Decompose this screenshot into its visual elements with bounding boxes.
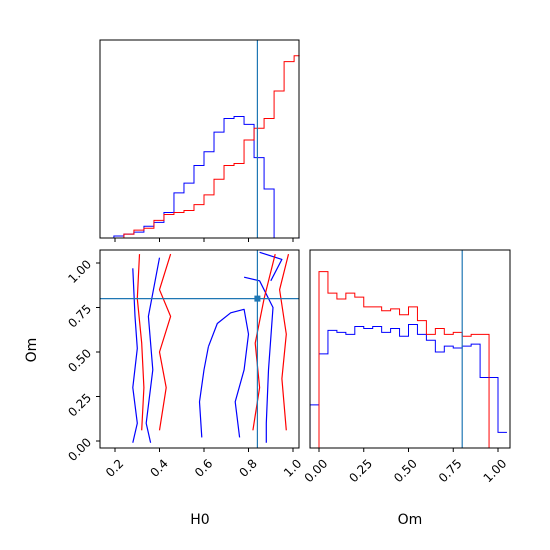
om-tick-label: 0.50 <box>391 456 420 485</box>
om-marginal-panel: 0.00 0.25 0.50 0.75 1.00 Om <box>302 249 511 528</box>
om-panel-frame <box>309 249 511 449</box>
blue-contour <box>145 257 161 443</box>
h0-axis-label: H0 <box>190 512 209 528</box>
red-contour <box>279 253 290 431</box>
h0-tick-label: 0.6 <box>192 456 215 479</box>
om-axis-label: Om <box>24 338 40 363</box>
red-contour <box>158 253 172 431</box>
h0-panel-frame <box>99 39 300 239</box>
om-tick-label: 0.75 <box>436 456 465 485</box>
om-y-tick-label: 0.50 <box>65 346 94 375</box>
h0-tick-label: 0.2 <box>103 456 126 479</box>
truth-marker <box>254 295 261 302</box>
om-y-tick-label: 0.75 <box>65 302 94 331</box>
h0-tick-label: 0.8 <box>236 456 259 479</box>
blue-contour <box>259 251 283 282</box>
h0-marginal-panel <box>99 39 300 242</box>
om-x-axis-label: Om <box>398 512 423 528</box>
om-y-tick-label: 0.25 <box>65 391 94 420</box>
red-h0-histogram <box>103 55 300 239</box>
red-contour <box>136 254 145 431</box>
red-om-histogram <box>310 271 507 449</box>
om-tick-label: 1.00 <box>481 456 510 485</box>
blue-h0-histogram <box>103 115 300 239</box>
blue-contour <box>243 276 274 443</box>
joint-panel-frame <box>99 249 300 449</box>
blue-contour <box>132 268 138 443</box>
h0-tick-label: 1.0 <box>281 456 304 479</box>
blue-contour <box>198 346 209 438</box>
blue-om-histogram <box>309 324 507 448</box>
om-tick-label: 0.25 <box>346 456 375 485</box>
om-y-tick-label: 0.00 <box>65 435 94 464</box>
om-tick-label: 0.00 <box>302 456 331 485</box>
blue-contour <box>207 308 250 438</box>
h0-tick-label: 0.4 <box>147 456 170 479</box>
om-y-tick-label: 1.00 <box>65 257 94 286</box>
h0-om-joint-panel: 0.2 0.4 0.6 0.8 1.0 0.00 0.25 0.50 0.75 1.00 H0 Om <box>24 249 304 528</box>
joint-contours <box>100 250 299 448</box>
